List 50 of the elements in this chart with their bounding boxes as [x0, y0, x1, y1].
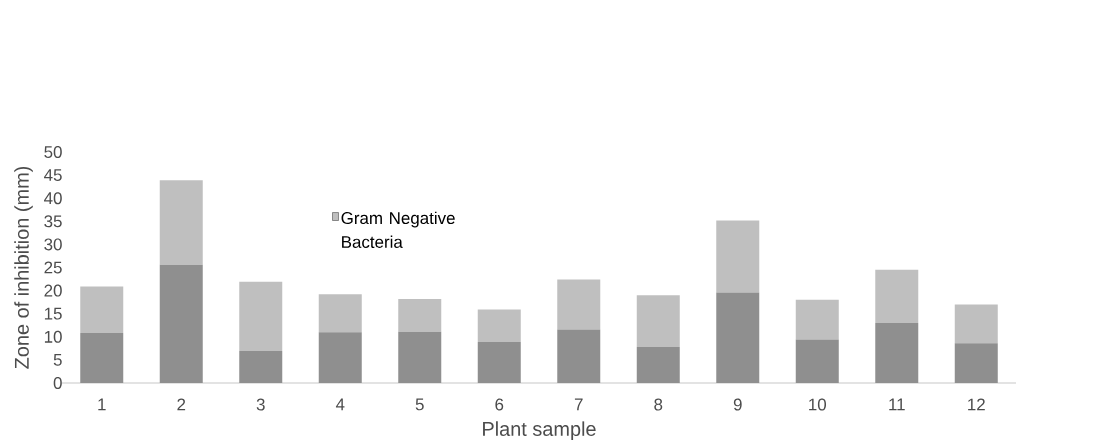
- x-tick-label: 10: [809, 398, 827, 411]
- x-tick-label: 3: [256, 398, 265, 411]
- x-tick-label: 12: [968, 398, 985, 411]
- bar: [636, 295, 680, 347]
- x-tick-label: 1: [98, 398, 106, 411]
- bar: [636, 346, 680, 383]
- bar: [875, 269, 919, 323]
- bar: [557, 279, 601, 330]
- bar: [398, 298, 442, 332]
- y-tick-label: 0: [53, 377, 62, 389]
- bar: [716, 220, 760, 293]
- y-tick-label: 35: [44, 215, 62, 228]
- bar: [795, 339, 839, 383]
- x-tick-label: 5: [415, 398, 424, 411]
- y-tick-label: 50: [44, 146, 62, 158]
- x-tick-label: 4: [335, 398, 345, 411]
- y-tick-label: 5: [53, 353, 62, 366]
- bar: [557, 329, 601, 383]
- bar: [318, 294, 362, 333]
- bar: [875, 322, 919, 383]
- bar: [477, 341, 521, 383]
- bar: [477, 309, 521, 342]
- y-tick-label: 25: [44, 261, 62, 274]
- y-axis-title: Zone of inhibition (mm): [14, 166, 33, 369]
- x-tick-label: 7: [574, 398, 583, 411]
- x-axis-title: Plant sample: [483, 421, 596, 440]
- bar: [80, 333, 124, 383]
- y-tick-label: 30: [44, 238, 62, 251]
- bar: [954, 343, 998, 383]
- bar: [398, 331, 442, 383]
- x-tick-label: 8: [654, 398, 663, 411]
- bar: [318, 332, 362, 383]
- x-tick-label: 6: [495, 398, 504, 411]
- y-tick-label: 15: [44, 307, 62, 320]
- x-tick-label: 11: [889, 398, 905, 411]
- bar: [159, 264, 203, 383]
- legend-label: Gram Negative Bacteria: [341, 211, 455, 248]
- y-tick-label: 40: [44, 192, 62, 205]
- x-tick-label: 9: [733, 398, 742, 411]
- bar: [159, 180, 203, 265]
- y-tick-label: 45: [44, 169, 62, 182]
- bar: [954, 304, 998, 344]
- bar: [716, 292, 760, 383]
- y-tick-label: 10: [44, 330, 62, 343]
- bar: [80, 286, 124, 334]
- bar: [795, 299, 839, 340]
- bar: [239, 281, 283, 352]
- x-tick-label: 2: [177, 398, 186, 411]
- y-tick-label: 20: [44, 284, 62, 297]
- bar: [239, 351, 283, 383]
